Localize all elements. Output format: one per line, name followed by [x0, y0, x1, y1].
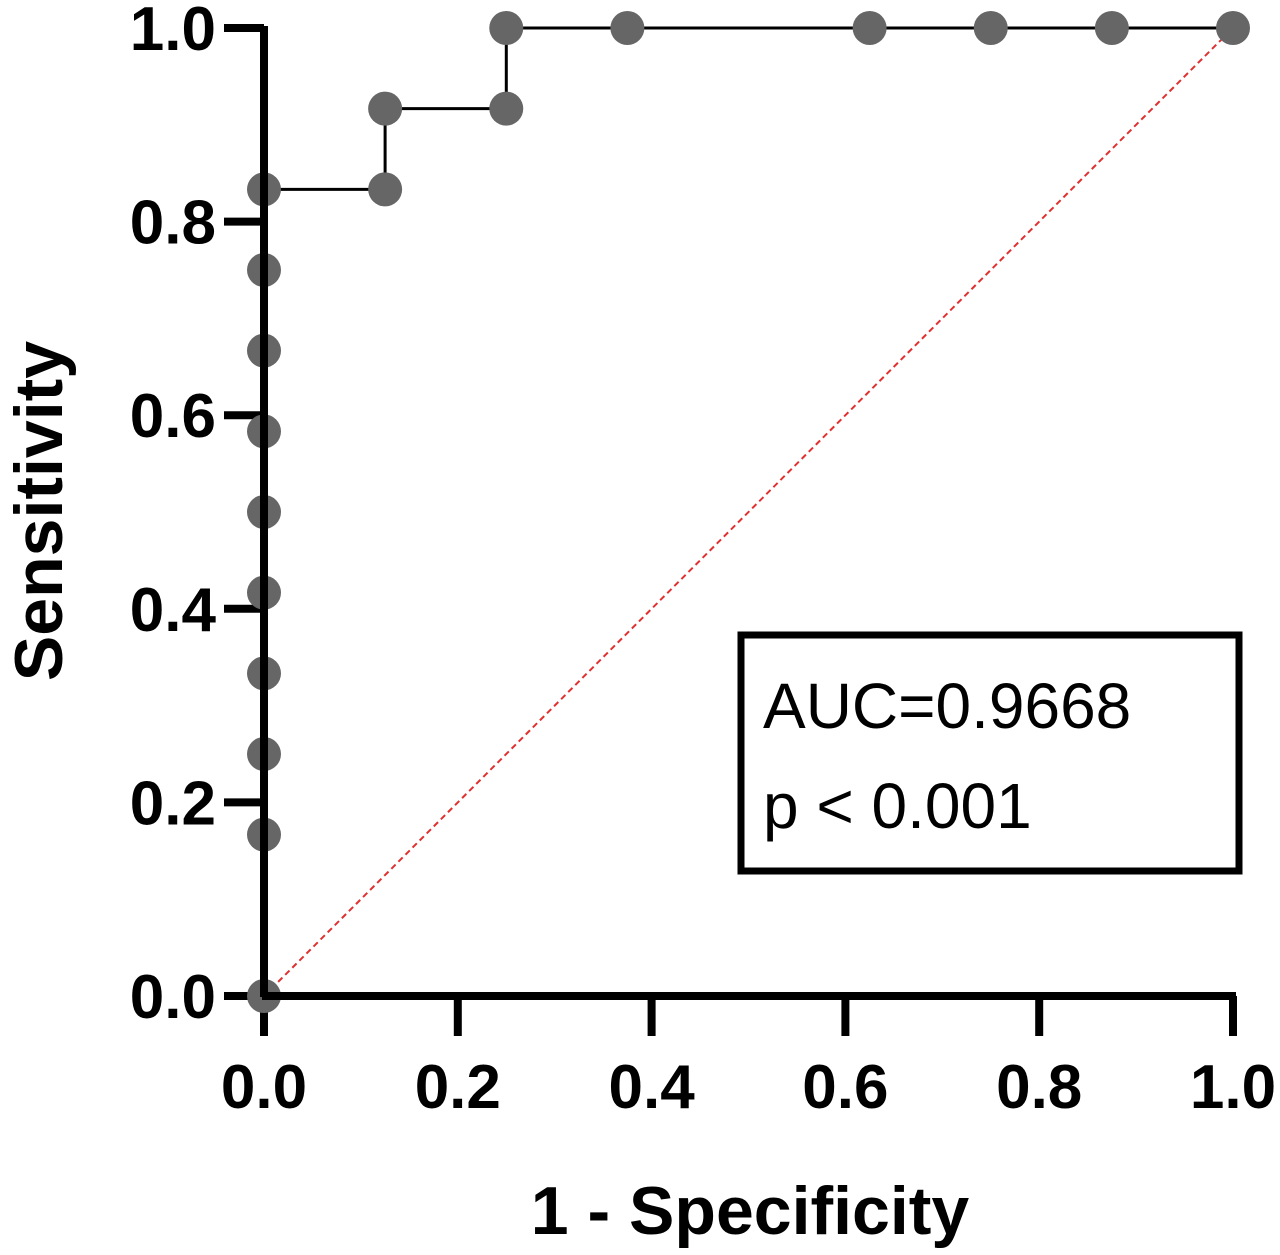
roc-point	[610, 11, 645, 45]
y-tick-label: 0.8	[130, 189, 216, 258]
x-tick-label: 0.6	[802, 1053, 888, 1122]
p-value-text: p < 0.001	[763, 770, 1032, 842]
y-tick-marks	[224, 24, 264, 1000]
y-tick-label: 0.4	[130, 576, 217, 645]
roc-point	[368, 91, 403, 126]
reference-diagonal-line	[263, 27, 1234, 997]
x-tick-label: 0.2	[415, 1053, 501, 1122]
roc-point	[852, 11, 887, 45]
x-tick-label: 0.8	[996, 1053, 1082, 1122]
y-tick-label: 0.0	[130, 963, 216, 1032]
y-tick-label: 1.0	[130, 0, 216, 64]
x-tick-label: 0.0	[221, 1053, 307, 1122]
roc-point	[973, 11, 1008, 45]
roc-point	[368, 172, 403, 207]
roc-point	[489, 11, 524, 45]
annotation-box: AUC=0.9668 p < 0.001	[737, 631, 1243, 875]
x-tick-marks	[260, 996, 1237, 1036]
roc-point	[489, 91, 524, 126]
y-tick-labels: 0.0 0.2 0.4 0.6 0.8 1.0	[130, 0, 217, 1032]
roc-point	[1094, 11, 1129, 45]
x-axis-title: 1 - Specificity	[531, 1173, 970, 1249]
y-tick-label: 0.6	[130, 382, 216, 451]
x-tick-label: 0.4	[608, 1053, 695, 1122]
y-tick-label: 0.2	[130, 769, 216, 838]
roc-point	[1216, 11, 1250, 45]
y-axis-title: Sensitivity	[1, 341, 77, 681]
x-tick-labels: 0.0 0.2 0.4 0.6 0.8 1.0	[221, 1053, 1276, 1122]
auc-text: AUC=0.9668	[763, 670, 1131, 742]
x-tick-label: 1.0	[1190, 1053, 1276, 1122]
annotation-frame	[737, 631, 1243, 875]
